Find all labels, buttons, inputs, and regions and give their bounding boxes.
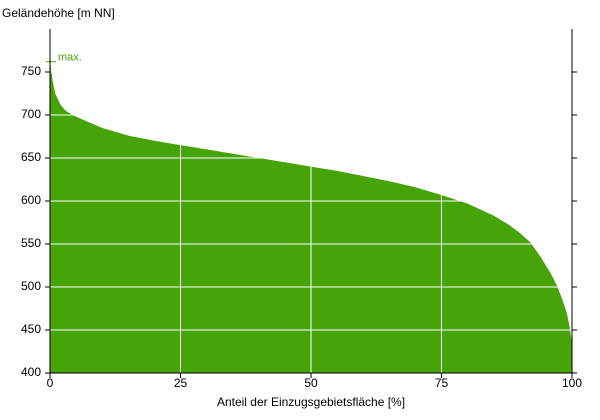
y-tick-label: 600 [21, 193, 41, 207]
y-tick-label: 400 [21, 365, 41, 379]
y-tick-label: 550 [21, 236, 41, 250]
x-tick-label: 100 [562, 376, 582, 390]
y-tick-label: 500 [21, 279, 41, 293]
max-label: max. [58, 52, 82, 64]
y-tick-label: 650 [21, 150, 41, 164]
y-tick-label: 750 [21, 64, 41, 78]
x-tick-label: 0 [47, 376, 54, 390]
y-tick-label: 450 [21, 322, 41, 336]
x-axis-label: Anteil der Einzugsgebietsfläche [%] [217, 395, 405, 409]
y-axis-label: Geländehöhe [m NN] [2, 6, 115, 20]
y-tick-label: 700 [21, 107, 41, 121]
x-tick-label: 75 [435, 376, 449, 390]
x-tick-label: 25 [174, 376, 188, 390]
x-tick-label: 50 [304, 376, 318, 390]
